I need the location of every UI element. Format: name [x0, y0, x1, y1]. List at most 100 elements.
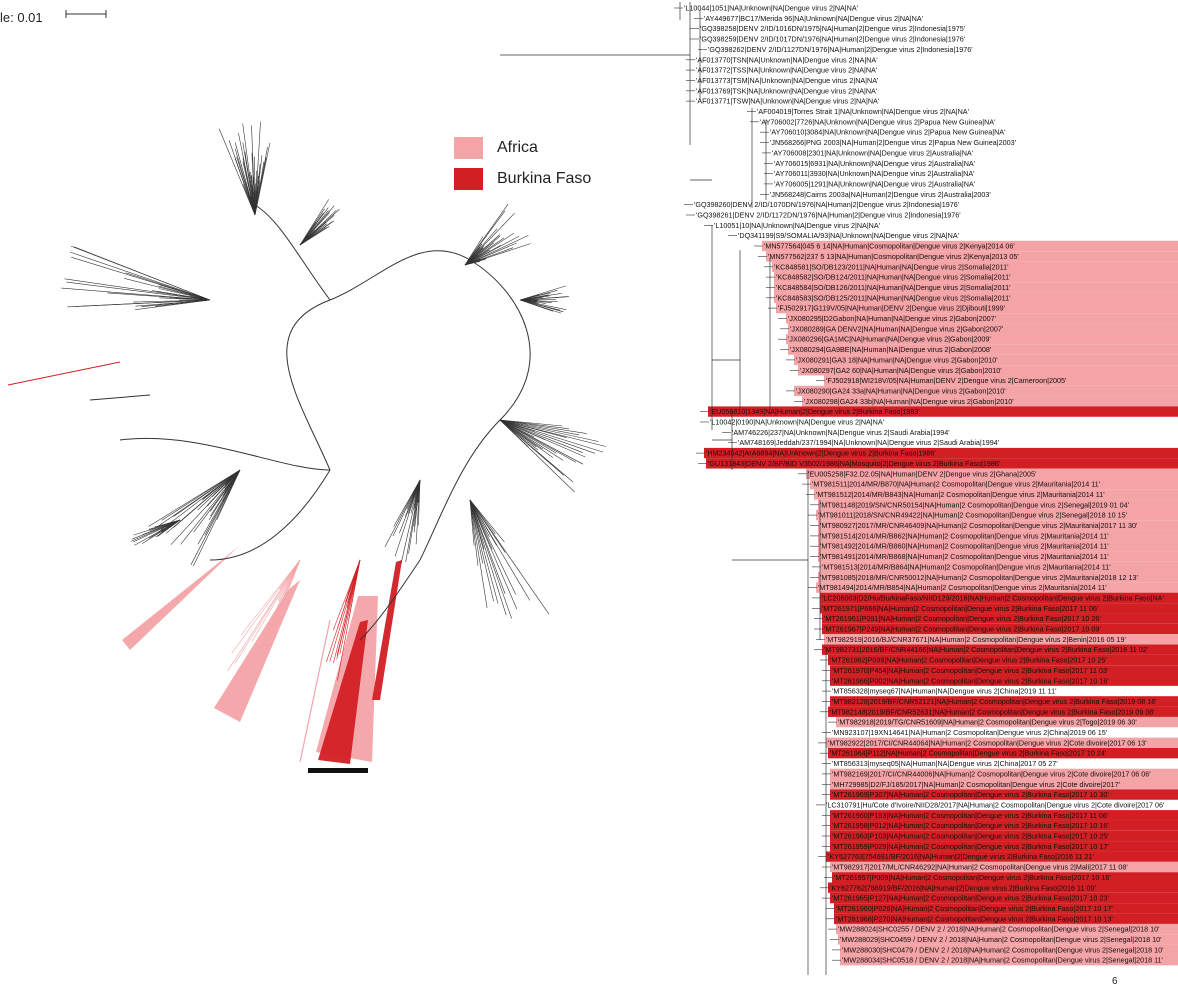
radial-tip-branch [193, 469, 241, 567]
tip-highlight-africa [840, 955, 1178, 966]
tip-label: 'MT981011|2018/SN/CNR49422|NA|Human|2 Co… [818, 511, 1128, 520]
tip-label: 'LC206003|D2/Hu/BurkinaFaso/NIID129/2016… [822, 593, 1164, 602]
tip-label: 'LC310791|Hu/Cote d'Ivoire/NIID28/2017|N… [826, 800, 1165, 809]
tip-highlight-africa [776, 302, 1178, 314]
radial-branch [209, 469, 331, 561]
radial-tip-branch [499, 419, 595, 454]
tip-label: 'AY706002|7726|NA|Unknown|NA|Dengue viru… [760, 117, 996, 126]
radial-tip-branch [469, 499, 518, 610]
tip-highlight-burkina-faso [828, 706, 1178, 717]
radial-tip-branch [469, 499, 505, 543]
tip-label: 'MT261957|P009|NA|Human|2 Cosmopolitan|D… [834, 873, 1111, 882]
tip-label: 'MT261959|P029|NA|Human|2 Cosmopolitan|D… [832, 842, 1109, 851]
tip-label: 'MN923107|19XN14641|NA|Human|2 Cosmopoli… [832, 728, 1108, 737]
tip-label: 'AM746226|237|NA|Unknown|NA|Dengue virus… [732, 428, 950, 437]
radial-tip-branch [499, 419, 583, 453]
tip-label: 'GQ398260|DENV 2/ID/1070DN/1976|NA|Human… [694, 200, 960, 209]
tip-highlight-africa [810, 478, 1178, 490]
tip-highlight-africa [818, 530, 1178, 541]
tip-label: 'MT261967|P249|NA|Human|2 Cosmopolitan|D… [824, 625, 1101, 634]
tip-label: 'AY706010|3084|NA|Unknown|NA|Dengue viru… [770, 128, 1006, 137]
tip-label: 'MT982919|2016/BJ/CNR37671|NA|Human|2 Co… [826, 635, 1127, 644]
radial-tip-branch [160, 469, 241, 531]
tip-highlight-africa [786, 313, 1178, 324]
tip-label: 'MT982169|2017/CI/CNR44006|NA|Human|2 Co… [832, 769, 1151, 778]
scale-bar: le: 0.01 [0, 10, 43, 25]
legend-swatch-africa [454, 137, 483, 159]
tip-highlight-africa [818, 520, 1178, 531]
tip-highlight-africa [794, 385, 1178, 397]
tip-label: 'MT981513|2014/MR/B864|NA|Human|2 Cosmop… [822, 562, 1111, 571]
tip-label: 'GQ398259|DENV 2/ID/1017DN/1976|NA|Human… [700, 35, 966, 44]
tip-label: 'MT261966|P002|NA|Human|2 Cosmopolitan|D… [832, 676, 1109, 685]
tip-label: 'MW288030|SHC0479 / DENV 2 / 2018|NA|Hum… [842, 945, 1164, 954]
tip-label: 'AY706008|2301|NA|Unknown|NA|Dengue viru… [772, 148, 974, 157]
legend-item-burkina-faso: Burkina Faso [454, 165, 591, 193]
tip-highlight-burkina-faso [826, 851, 1178, 862]
radial-tip-branch [499, 419, 557, 454]
radial-africa-branch [262, 559, 301, 656]
tip-label: 'L10042|0190|NA|Unknown|NA|Dengue virus … [710, 418, 885, 427]
radial-africa-branch [234, 559, 301, 664]
tip-label: 'KC848582|SO/DB124/2011|NA|Human|NA|Deng… [776, 273, 1011, 282]
radial-tip-branch [469, 499, 494, 602]
clade-bar [308, 768, 368, 773]
radial-tip-branch [73, 246, 211, 301]
africa-clade-wedge [214, 580, 300, 722]
radial-tip-branch [228, 140, 256, 216]
tip-highlight-burkina-faso [704, 447, 1178, 459]
tip-label: 'MT982918|2019/TG/CNR51609|NA|Human|2 Co… [838, 718, 1137, 727]
radial-tip-branch [464, 232, 515, 266]
tip-highlight-africa [818, 551, 1178, 562]
radial-africa-branch [247, 559, 301, 679]
tip-highlight-burkina-faso [830, 810, 1178, 821]
radial-burkina-branch [7, 361, 121, 386]
tip-label: 'MT261963|P103|NA|Human|2 Cosmopolitan|D… [832, 832, 1109, 841]
tip-highlight-africa [788, 323, 1178, 334]
radial-tip-branch [299, 214, 335, 246]
radial-tip-branch [180, 469, 241, 545]
tip-highlight-africa [772, 261, 1178, 272]
tip-label: 'JX080297|GA2 60|NA|Human|NA|Dengue viru… [800, 366, 1002, 375]
legend-item-africa: Africa [454, 134, 538, 162]
tip-label: 'KY627763|754691/BF/2016|NA|Human|2|Deng… [828, 852, 1094, 861]
radial-tip-branch [464, 210, 506, 266]
radial-tip-branch [499, 419, 563, 427]
tip-highlight-africa [818, 572, 1178, 583]
tip-label: 'MT981148|2019/SN/CNR50154|NA|Human|2 Co… [820, 500, 1130, 509]
tip-label: 'MN577564|045 6 14|NA|Human|Cosmopolitan… [764, 242, 1015, 251]
tip-label: 'MW288034|SHC0518 / DENV 2 / 2018|NA|Hum… [842, 956, 1164, 965]
tip-highlight-burkina-faso [706, 458, 1178, 469]
radial-tip-branch [197, 469, 241, 545]
tip-highlight-africa [766, 251, 1178, 262]
radial-tip-branch [159, 469, 241, 526]
tip-label: 'MT261960|P026|NA|Human|2 Cosmopolitan|D… [836, 904, 1113, 913]
tip-label: 'JX080289|GA DENV2|NA|Human|NA|Dengue vi… [790, 324, 1004, 333]
tip-label: 'MT981491|2014/MR/B868|NA|Human|2 Cosmop… [820, 552, 1109, 561]
tip-highlight-burkina-faso [828, 882, 1178, 893]
legend-swatch-burkina-faso [454, 168, 483, 190]
radial-tip-branch [392, 479, 421, 537]
tip-label: 'MT261965|P127|NA|Human|2 Cosmopolitan|D… [832, 894, 1109, 903]
tip-highlight-africa [798, 365, 1178, 376]
tip-highlight-burkina-faso [708, 406, 1178, 417]
tip-highlight-burkina-faso [828, 748, 1178, 759]
radial-tip-branch [464, 235, 520, 266]
tip-label: 'L10051|10|NA|Unknown|NA|Dengue virus 2|… [714, 221, 881, 230]
radial-tip-branch [469, 499, 488, 608]
tip-label: 'KC848584|SO/DB126/2011|NA|Human|NA|Deng… [776, 283, 1011, 292]
tip-highlight-africa [818, 499, 1178, 510]
tip-label: 'GQ398262|DENV 2/ID/1127DN/1976|NA|Human… [708, 45, 973, 54]
tip-label: 'AM748169|Jeddah/237/1994|NA|Unknown|NA|… [738, 438, 1000, 447]
tip-highlight-africa [830, 768, 1178, 780]
tip-label: 'MT981512|2014/MR/B843|NA|Human|2 Cosmop… [816, 490, 1105, 499]
radial-tip-branch [166, 469, 241, 534]
radial-tip-branch [299, 226, 330, 246]
burkina-clade-wedge [318, 620, 368, 764]
radial-branch [119, 437, 331, 471]
tip-label: 'AF013771|TSW|NA|Unknown|NA|Dengue virus… [696, 97, 880, 106]
tip-label: 'JN568266|PNG 2003|NA|Human|2|Dengue vir… [770, 138, 1017, 147]
radial-tip-branch [499, 419, 570, 430]
